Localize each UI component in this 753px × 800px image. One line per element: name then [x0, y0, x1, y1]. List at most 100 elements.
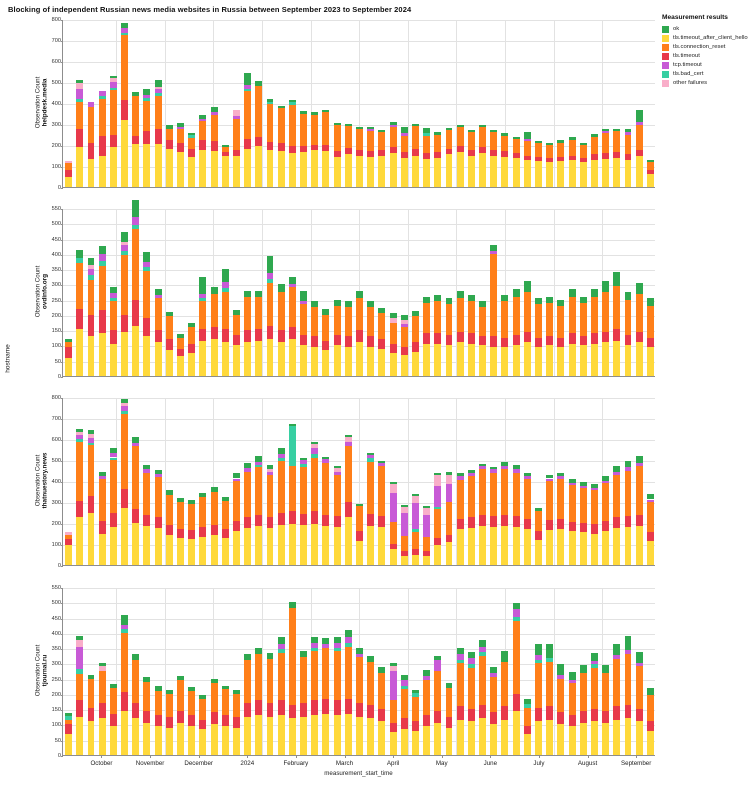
- stacked-bar[interactable]: [467, 129, 475, 187]
- stacked-bar[interactable]: [423, 128, 431, 187]
- stacked-bar[interactable]: [87, 258, 95, 376]
- stacked-bar[interactable]: [277, 636, 285, 755]
- stacked-bar[interactable]: [288, 602, 296, 755]
- stacked-bar[interactable]: [635, 110, 643, 187]
- stacked-bar[interactable]: [333, 122, 341, 187]
- stacked-bar[interactable]: [557, 140, 565, 187]
- stacked-bar[interactable]: [311, 112, 319, 187]
- stacked-bar[interactable]: [232, 690, 240, 755]
- stacked-bar[interactable]: [188, 322, 196, 376]
- stacked-bar[interactable]: [132, 91, 140, 187]
- stacked-bar[interactable]: [512, 465, 520, 565]
- stacked-bar[interactable]: [255, 456, 263, 565]
- stacked-bar[interactable]: [356, 127, 363, 187]
- stacked-bar[interactable]: [400, 675, 408, 755]
- stacked-bar[interactable]: [98, 246, 106, 376]
- stacked-bar[interactable]: [210, 678, 218, 755]
- stacked-bar[interactable]: [154, 79, 162, 187]
- stacked-bar[interactable]: [590, 484, 598, 565]
- stacked-bar[interactable]: [557, 472, 565, 565]
- stacked-bar[interactable]: [411, 310, 419, 376]
- stacked-bar[interactable]: [255, 290, 263, 376]
- stacked-bar[interactable]: [177, 122, 184, 187]
- stacked-bar[interactable]: [87, 430, 95, 565]
- stacked-bar[interactable]: [546, 474, 554, 565]
- stacked-bar[interactable]: [232, 473, 240, 565]
- legend-item[interactable]: other failures: [662, 79, 752, 87]
- stacked-bar[interactable]: [590, 288, 598, 376]
- stacked-bar[interactable]: [646, 159, 654, 187]
- stacked-bar[interactable]: [445, 472, 453, 565]
- stacked-bar[interactable]: [333, 299, 341, 376]
- legend-item[interactable]: ok: [662, 25, 752, 33]
- stacked-bar[interactable]: [367, 301, 375, 376]
- stacked-bar[interactable]: [400, 127, 408, 187]
- stacked-bar[interactable]: [165, 490, 173, 565]
- stacked-bar[interactable]: [624, 292, 632, 376]
- legend-item[interactable]: tls.connection_reset: [662, 43, 752, 51]
- stacked-bar[interactable]: [65, 160, 73, 187]
- stacked-bar[interactable]: [132, 437, 140, 565]
- legend-item[interactable]: tls.timeout_after_client_hello: [662, 34, 752, 42]
- stacked-bar[interactable]: [456, 473, 464, 565]
- stacked-bar[interactable]: [423, 506, 431, 565]
- stacked-bar[interactable]: [400, 504, 408, 565]
- stacked-bar[interactable]: [501, 295, 509, 376]
- stacked-bar[interactable]: [635, 652, 643, 755]
- stacked-bar[interactable]: [244, 73, 252, 187]
- stacked-bar[interactable]: [579, 664, 587, 755]
- stacked-bar[interactable]: [445, 128, 453, 187]
- stacked-bar[interactable]: [490, 466, 498, 565]
- stacked-bar[interactable]: [523, 699, 531, 755]
- stacked-bar[interactable]: [266, 464, 274, 565]
- stacked-bar[interactable]: [322, 638, 330, 755]
- stacked-bar[interactable]: [109, 286, 117, 376]
- stacked-bar[interactable]: [613, 128, 621, 187]
- stacked-bar[interactable]: [165, 690, 173, 755]
- stacked-bar[interactable]: [646, 687, 654, 755]
- stacked-bar[interactable]: [266, 256, 274, 376]
- stacked-bar[interactable]: [143, 465, 151, 565]
- stacked-bar[interactable]: [65, 532, 73, 565]
- stacked-bar[interactable]: [121, 23, 128, 187]
- stacked-bar[interactable]: [479, 463, 487, 565]
- stacked-bar[interactable]: [188, 687, 196, 755]
- stacked-bar[interactable]: [255, 648, 263, 755]
- stacked-bar[interactable]: [535, 140, 542, 187]
- stacked-bar[interactable]: [456, 125, 464, 187]
- stacked-bar[interactable]: [635, 282, 643, 376]
- stacked-bar[interactable]: [143, 251, 151, 376]
- stacked-bar[interactable]: [479, 639, 487, 755]
- stacked-bar[interactable]: [602, 664, 610, 755]
- stacked-bar[interactable]: [132, 200, 140, 376]
- stacked-bar[interactable]: [579, 142, 587, 187]
- stacked-bar[interactable]: [389, 121, 397, 187]
- stacked-bar[interactable]: [568, 478, 576, 565]
- stacked-bar[interactable]: [300, 290, 307, 376]
- stacked-bar[interactable]: [333, 636, 341, 755]
- stacked-bar[interactable]: [356, 290, 363, 376]
- stacked-bar[interactable]: [154, 288, 162, 376]
- stacked-bar[interactable]: [546, 644, 554, 755]
- stacked-bar[interactable]: [143, 677, 151, 755]
- stacked-bar[interactable]: [613, 272, 621, 376]
- stacked-bar[interactable]: [344, 629, 352, 755]
- stacked-bar[interactable]: [490, 244, 498, 376]
- stacked-bar[interactable]: [501, 462, 509, 565]
- stacked-bar[interactable]: [445, 683, 453, 755]
- stacked-bar[interactable]: [277, 284, 285, 376]
- stacked-bar[interactable]: [244, 290, 252, 376]
- stacked-bar[interactable]: [277, 106, 285, 187]
- stacked-bar[interactable]: [221, 145, 229, 187]
- stacked-bar[interactable]: [221, 497, 229, 565]
- stacked-bar[interactable]: [121, 232, 128, 376]
- stacked-bar[interactable]: [143, 89, 151, 187]
- stacked-bar[interactable]: [411, 124, 419, 187]
- stacked-bar[interactable]: [411, 493, 419, 565]
- stacked-bar[interactable]: [356, 647, 363, 755]
- stacked-bar[interactable]: [221, 268, 229, 376]
- stacked-bar[interactable]: [523, 132, 531, 187]
- stacked-bar[interactable]: [65, 338, 73, 376]
- legend-item[interactable]: tls.bad_cert: [662, 70, 752, 78]
- stacked-bar[interactable]: [322, 109, 330, 187]
